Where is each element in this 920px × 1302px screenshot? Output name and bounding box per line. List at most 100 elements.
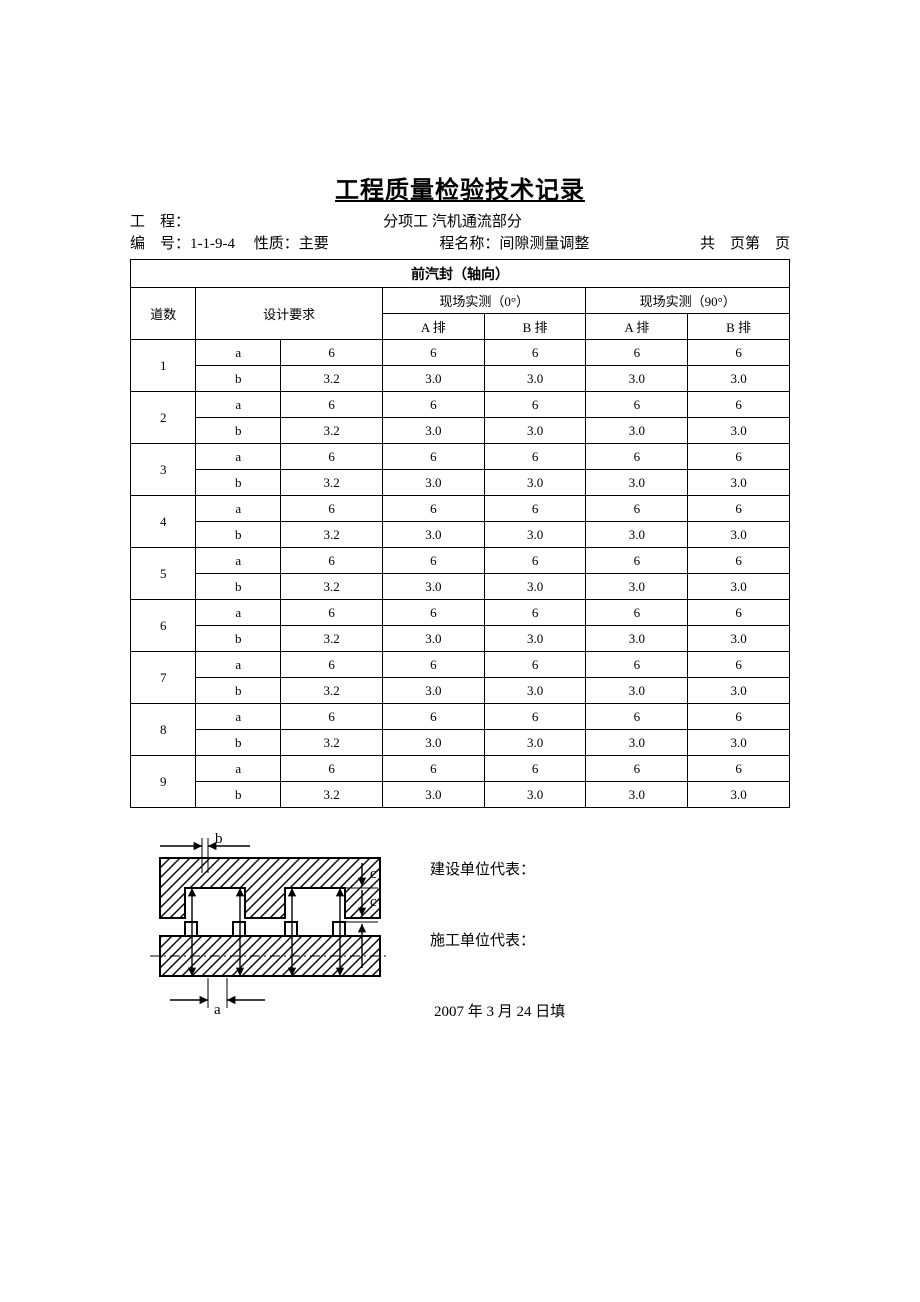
cell-value: 6 xyxy=(586,548,688,574)
cell-value: 3.0 xyxy=(586,626,688,652)
cell-value: 3.2 xyxy=(281,782,383,808)
cell-value: 6 xyxy=(281,652,383,678)
constructor-rep-label: 施工单位代表： xyxy=(430,929,790,950)
ab-label: b xyxy=(196,730,281,756)
cell-value: 3.0 xyxy=(586,418,688,444)
ab-label: a xyxy=(196,652,281,678)
cell-value: 3.0 xyxy=(382,730,484,756)
table-row: 2a66666 xyxy=(131,392,790,418)
cell-value: 6 xyxy=(382,756,484,782)
cell-value: 6 xyxy=(382,496,484,522)
cell-value: 3.0 xyxy=(484,418,586,444)
cell-value: 6 xyxy=(484,600,586,626)
row-id: 4 xyxy=(131,496,196,548)
cell-value: 6 xyxy=(484,704,586,730)
cell-value: 3.0 xyxy=(586,366,688,392)
table-row: 5a66666 xyxy=(131,548,790,574)
cell-value: 6 xyxy=(281,704,383,730)
ab-label: b xyxy=(196,470,281,496)
cell-value: 6 xyxy=(688,704,790,730)
table-row: 7a66666 xyxy=(131,652,790,678)
row-id: 2 xyxy=(131,392,196,444)
cell-value: 6 xyxy=(484,392,586,418)
cell-value: 6 xyxy=(281,496,383,522)
ab-label: a xyxy=(196,392,281,418)
cell-value: 3.0 xyxy=(688,470,790,496)
cell-value: 3.0 xyxy=(484,522,586,548)
cell-value: 3.0 xyxy=(382,678,484,704)
table-row: b3.23.03.03.03.0 xyxy=(131,366,790,392)
cell-value: 6 xyxy=(586,444,688,470)
cell-value: 3.2 xyxy=(281,730,383,756)
fill-date: 2007 年 3 月 24 日填 xyxy=(430,1000,790,1021)
cell-value: 6 xyxy=(484,652,586,678)
cell-value: 3.2 xyxy=(281,626,383,652)
ab-label: a xyxy=(196,756,281,782)
cell-value: 3.0 xyxy=(382,782,484,808)
ab-label: a xyxy=(196,496,281,522)
cell-value: 6 xyxy=(382,340,484,366)
cell-value: 6 xyxy=(688,340,790,366)
cell-value: 6 xyxy=(484,444,586,470)
ab-label: b xyxy=(196,574,281,600)
cell-value: 3.2 xyxy=(281,522,383,548)
cell-value: 3.0 xyxy=(484,730,586,756)
col-design-header: 设计要求 xyxy=(196,288,383,340)
table-row: b3.23.03.03.03.0 xyxy=(131,678,790,704)
cell-value: 6 xyxy=(484,496,586,522)
table-row: b3.23.03.03.03.0 xyxy=(131,470,790,496)
cell-value: 3.0 xyxy=(586,678,688,704)
row-id: 8 xyxy=(131,704,196,756)
col-site90-header: 现场实测（90°） xyxy=(586,288,790,314)
ab-label: a xyxy=(196,600,281,626)
col-a90-header: A 排 xyxy=(586,314,688,340)
ab-label: b xyxy=(196,418,281,444)
cell-value: 3.0 xyxy=(688,522,790,548)
cell-value: 3.0 xyxy=(586,470,688,496)
cell-value: 3.0 xyxy=(688,730,790,756)
cell-value: 3.2 xyxy=(281,366,383,392)
meta-number-value: 1-1-9-4 xyxy=(190,236,235,252)
meta-project-label: 工 程： xyxy=(130,211,190,233)
row-id: 5 xyxy=(131,548,196,600)
page-title: 工程质量检验技术记录 xyxy=(130,170,790,205)
meta-quality-value: 主要 xyxy=(299,236,329,252)
cell-value: 3.2 xyxy=(281,574,383,600)
signoff-block: 建设单位代表： 施工单位代表： 2007 年 3 月 24 日填 xyxy=(430,828,790,1028)
cell-value: 3.0 xyxy=(484,574,586,600)
ab-label: b xyxy=(196,626,281,652)
cell-value: 3.0 xyxy=(484,678,586,704)
cell-value: 6 xyxy=(281,756,383,782)
cell-value: 3.0 xyxy=(688,782,790,808)
table-row: b3.23.03.03.03.0 xyxy=(131,782,790,808)
col-b90-header: B 排 xyxy=(688,314,790,340)
cell-value: 3.0 xyxy=(382,626,484,652)
cell-value: 6 xyxy=(688,600,790,626)
table-row: 9a66666 xyxy=(131,756,790,782)
ab-label: a xyxy=(196,444,281,470)
cell-value: 6 xyxy=(382,548,484,574)
cell-value: 6 xyxy=(586,340,688,366)
cell-value: 6 xyxy=(586,600,688,626)
row-id: 1 xyxy=(131,340,196,392)
cell-value: 3.0 xyxy=(484,470,586,496)
ab-label: a xyxy=(196,548,281,574)
cell-value: 6 xyxy=(586,756,688,782)
cell-value: 6 xyxy=(586,392,688,418)
cell-value: 3.0 xyxy=(688,626,790,652)
cell-value: 3.0 xyxy=(484,626,586,652)
cell-value: 6 xyxy=(281,392,383,418)
ab-label: a xyxy=(196,340,281,366)
col-b0-header: B 排 xyxy=(484,314,586,340)
meta-block: 工 程： 分项工 汽机通流部分 编 号：1-1-9-4 性质：主要 程名称：间隙… xyxy=(130,211,790,255)
table-row: b3.23.03.03.03.0 xyxy=(131,730,790,756)
cell-value: 3.2 xyxy=(281,418,383,444)
ab-label: b xyxy=(196,522,281,548)
meta-subproject-label: 分项工 xyxy=(383,214,428,230)
cell-value: 3.0 xyxy=(382,418,484,444)
row-id: 3 xyxy=(131,444,196,496)
row-id: 6 xyxy=(131,600,196,652)
cell-value: 6 xyxy=(586,704,688,730)
cell-value: 6 xyxy=(688,392,790,418)
cell-value: 6 xyxy=(688,652,790,678)
